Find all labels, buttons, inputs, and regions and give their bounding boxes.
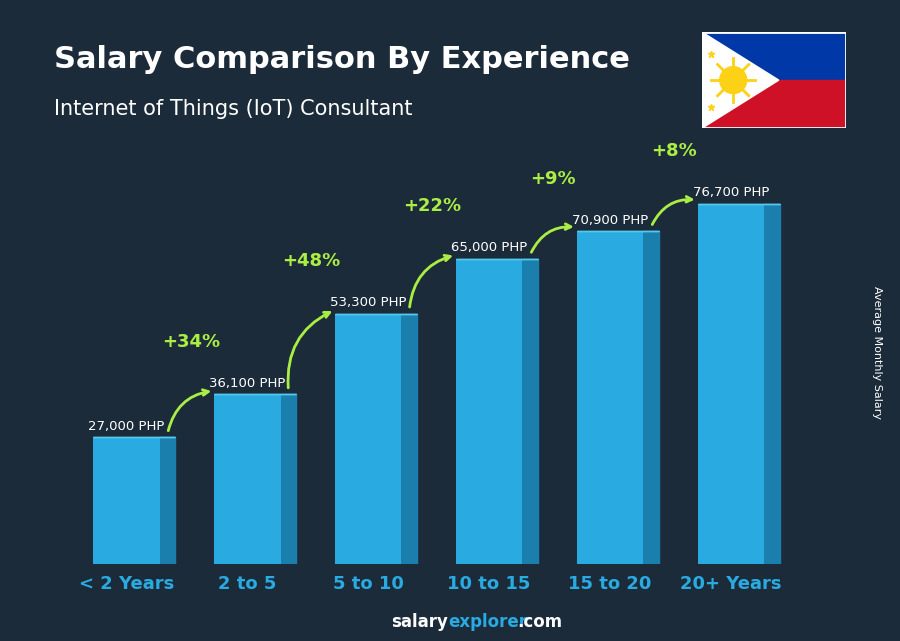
Text: Internet of Things (IoT) Consultant: Internet of Things (IoT) Consultant — [54, 99, 412, 119]
Text: +8%: +8% — [652, 142, 698, 160]
Polygon shape — [401, 313, 418, 564]
Bar — [455, 258, 522, 564]
Polygon shape — [159, 437, 176, 564]
Polygon shape — [702, 32, 778, 128]
Text: explorer: explorer — [448, 613, 527, 631]
Text: 36,100 PHP: 36,100 PHP — [209, 377, 285, 390]
Text: 70,900 PHP: 70,900 PHP — [572, 213, 648, 226]
Bar — [214, 394, 281, 564]
Polygon shape — [702, 32, 846, 128]
Text: 53,300 PHP: 53,300 PHP — [330, 296, 407, 310]
Text: Average Monthly Salary: Average Monthly Salary — [872, 286, 883, 419]
Text: 65,000 PHP: 65,000 PHP — [451, 241, 527, 254]
Circle shape — [720, 67, 747, 94]
Polygon shape — [764, 204, 779, 564]
Text: +9%: +9% — [531, 170, 576, 188]
Text: .com: .com — [518, 613, 562, 631]
Text: 76,700 PHP: 76,700 PHP — [693, 187, 769, 199]
Bar — [335, 313, 401, 564]
Polygon shape — [702, 80, 846, 128]
Text: 27,000 PHP: 27,000 PHP — [88, 420, 165, 433]
Text: salary: salary — [392, 613, 448, 631]
Text: +22%: +22% — [403, 197, 462, 215]
Polygon shape — [644, 231, 659, 564]
Text: Salary Comparison By Experience: Salary Comparison By Experience — [54, 45, 630, 74]
Bar — [94, 437, 159, 564]
Bar — [577, 231, 644, 564]
Text: +34%: +34% — [162, 333, 220, 351]
Bar — [698, 204, 764, 564]
Text: +48%: +48% — [283, 253, 341, 271]
Polygon shape — [522, 258, 538, 564]
Polygon shape — [281, 394, 296, 564]
